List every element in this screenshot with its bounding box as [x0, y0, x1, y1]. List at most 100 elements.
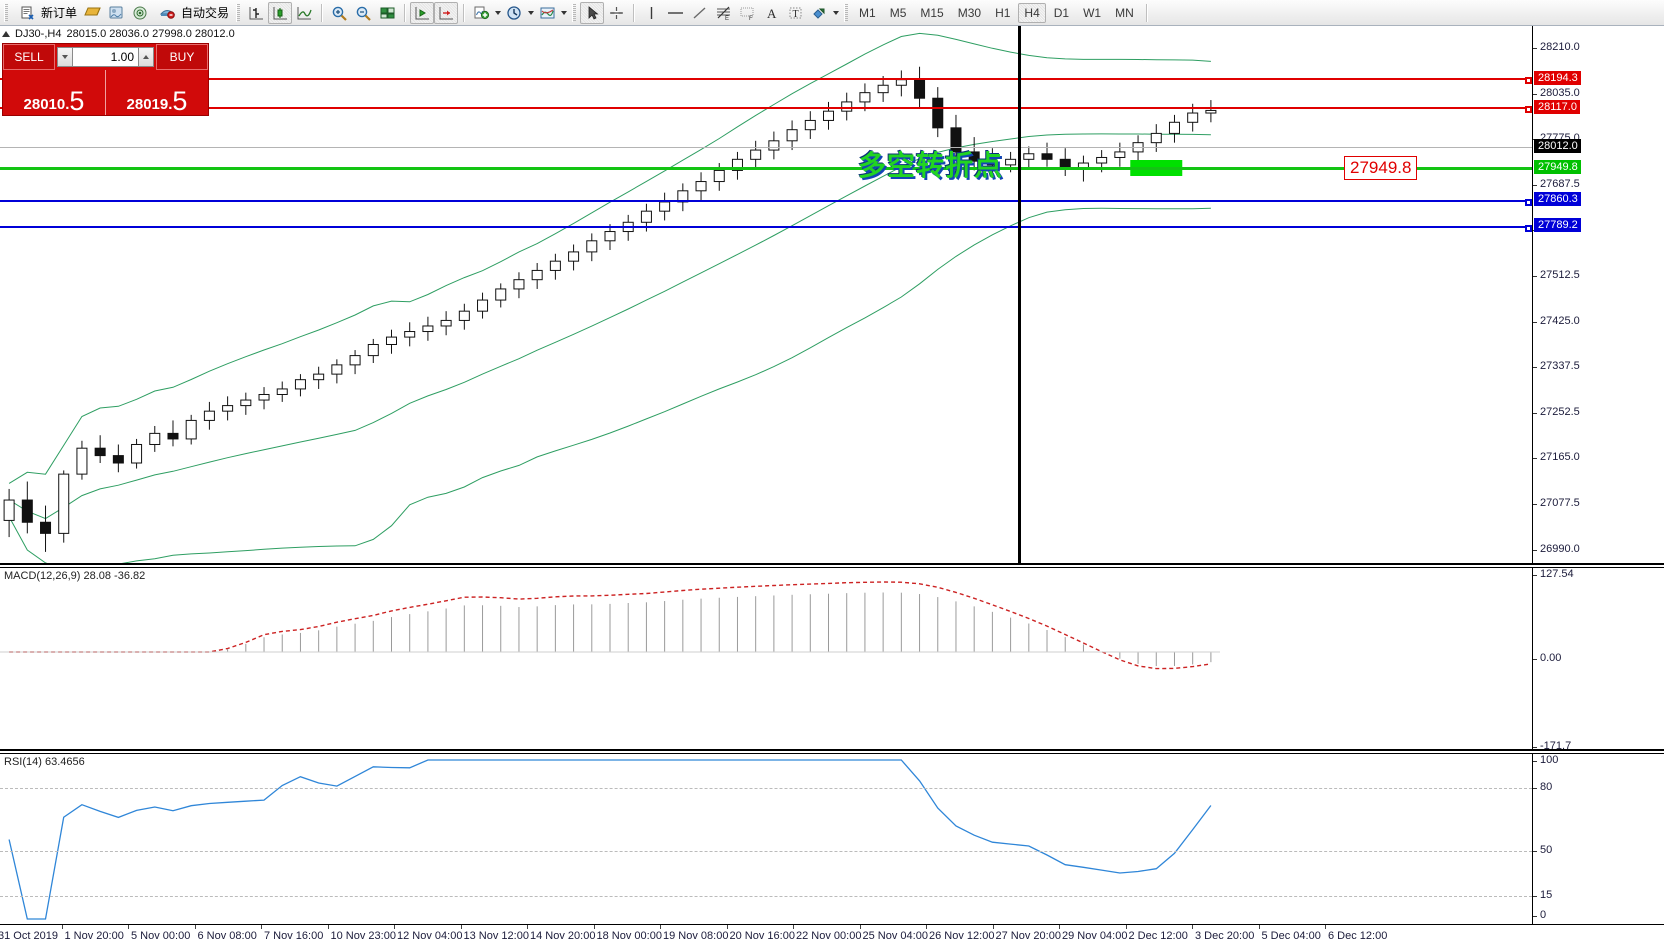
resistance-line-2[interactable]	[0, 106, 1532, 113]
pivot-line[interactable]	[0, 167, 1532, 170]
templates-icon[interactable]	[535, 2, 559, 24]
zoom-out-icon[interactable]	[351, 2, 375, 24]
timeframe-m15[interactable]: M15	[920, 5, 944, 20]
support-line-2[interactable]	[0, 225, 1532, 232]
new-order-button[interactable]: 新订单	[12, 1, 80, 25]
svg-text:E: E	[725, 16, 729, 21]
macd-pane[interactable]: MACD(12,26,9) 28.08 -36.82 127.54 0.00 -17…	[0, 567, 1664, 752]
period-icon[interactable]	[502, 2, 526, 24]
time-tick: 13 Nov 12:00	[463, 930, 529, 942]
support-tag[interactable]: 27789.2	[1534, 218, 1581, 232]
timeframe-w1[interactable]: W1	[1083, 5, 1102, 20]
volume-input[interactable]: 1.00	[73, 47, 138, 67]
terminal-icon[interactable]	[104, 2, 128, 24]
market-watch-icon[interactable]	[128, 2, 152, 24]
price-tick: 27687.5	[1533, 178, 1580, 190]
chart-annotation-text[interactable]: 多空转折点	[858, 150, 1004, 181]
macd-axis[interactable]: 127.54 0.00 -171.7	[1532, 568, 1664, 752]
volume-decrease-button[interactable]	[57, 47, 73, 67]
rsi-plot[interactable]	[0, 754, 1532, 924]
line-anchor[interactable]	[1525, 199, 1532, 206]
octp-header: SELL 1.00 BUY	[3, 44, 208, 70]
toolbar-grip[interactable]	[4, 3, 8, 22]
cursor-icon[interactable]	[580, 1, 605, 24]
support-tag[interactable]: 27860.3	[1534, 192, 1581, 206]
time-tick-mark	[1059, 925, 1060, 929]
price-pane[interactable]: 多空转折点 27949.8 28210.028035.027775.027687…	[0, 26, 1664, 563]
vertical-line-icon[interactable]	[639, 2, 663, 24]
price-tick: 27512.5	[1533, 269, 1580, 281]
line-anchor[interactable]	[1525, 106, 1532, 113]
time-tick-mark	[128, 925, 129, 929]
ask-price-integer: 28019	[126, 96, 169, 113]
svg-text:A: A	[767, 6, 777, 21]
bid-price[interactable]: 28010 . 5	[3, 70, 106, 115]
toolbar-separator-5	[1145, 3, 1147, 22]
indicators-icon[interactable]	[469, 2, 493, 24]
volume-stepper[interactable]: 1.00	[55, 44, 156, 70]
time-tick-mark	[327, 925, 329, 929]
sell-button[interactable]: SELL	[3, 44, 55, 70]
pane-divider-2[interactable]	[0, 749, 1664, 751]
timeframe-mn[interactable]: MN	[1115, 5, 1134, 20]
candlestick-chart-icon[interactable]	[268, 1, 293, 24]
trendline-icon[interactable]	[687, 2, 711, 24]
pane-divider-1[interactable]	[0, 563, 1664, 565]
resistance-line-1[interactable]	[0, 77, 1532, 84]
timeframe-h4[interactable]: H4	[1018, 2, 1046, 23]
chart-area[interactable]: 多空转折点 27949.8 28210.028035.027775.027687…	[0, 26, 1664, 950]
horizontal-line-icon[interactable]	[663, 2, 687, 24]
templates-chevron-down-icon[interactable]	[559, 2, 568, 24]
fibonacci-icon[interactable]: E	[711, 2, 735, 24]
volume-increase-button[interactable]	[138, 47, 154, 67]
toolbar-grip-4[interactable]	[844, 3, 849, 22]
crosshair-icon[interactable]	[604, 2, 628, 24]
toolbar-grip-2[interactable]	[236, 3, 241, 22]
indicators-chevron-down-icon[interactable]	[493, 2, 502, 24]
shapes-chevron-down-icon[interactable]	[831, 2, 840, 24]
timeframe-d1[interactable]: D1	[1053, 5, 1070, 20]
pivot-tag[interactable]: 27949.8	[1534, 160, 1581, 174]
autoscroll-icon[interactable]	[434, 1, 459, 24]
time-tick-mark	[61, 925, 63, 929]
period-chevron-down-icon[interactable]	[526, 2, 535, 24]
line-anchor[interactable]	[1525, 77, 1532, 84]
price-axis[interactable]: 28210.028035.027775.027687.527600.027512…	[1532, 26, 1664, 563]
profiles-icon[interactable]	[80, 2, 104, 24]
price-plot[interactable]: 多空转折点 27949.8	[0, 26, 1532, 563]
buy-button[interactable]: BUY	[156, 44, 208, 70]
timeframe-m1[interactable]: M1	[859, 5, 876, 20]
price-tick: 28035.0	[1533, 87, 1580, 99]
autotrade-button[interactable]: 自动交易	[152, 1, 232, 25]
timeframe-h1[interactable]: H1	[995, 5, 1011, 20]
collapse-triangle-icon[interactable]	[2, 31, 10, 37]
toolbar-grip-3[interactable]	[572, 3, 577, 22]
textlabel-icon[interactable]: T	[783, 2, 807, 24]
current-price-tag[interactable]: 28012.0	[1534, 139, 1581, 153]
line-anchor[interactable]	[1525, 225, 1532, 232]
text-icon[interactable]: A	[759, 2, 783, 24]
support-line-1[interactable]	[0, 199, 1532, 206]
line-chart-icon[interactable]	[292, 2, 316, 24]
vertical-marker-line[interactable]	[1018, 26, 1021, 563]
channel-icon[interactable]: F	[735, 2, 759, 24]
macd-plot[interactable]	[0, 568, 1532, 749]
bar-chart-icon[interactable]	[244, 2, 268, 24]
time-axis[interactable]: 31 Oct 2019 1 Nov 20:00 5 Nov 00:00 6 Nov 0…	[0, 924, 1664, 950]
one-click-trading-panel[interactable]: SELL 1.00 BUY 28010 . 5 28019	[2, 43, 209, 116]
macd-series-svg	[0, 581, 1220, 670]
time-tick: 1 Nov 20:00	[64, 930, 124, 942]
shift-chart-icon[interactable]	[410, 1, 435, 24]
rsi-pane[interactable]: RSI(14) 63.4656 100 80 50 15 0	[0, 753, 1664, 924]
rsi-axis[interactable]: 100 80 50 15 0	[1532, 754, 1664, 924]
ask-price[interactable]: 28019 . 5	[106, 70, 208, 115]
pivot-price-label[interactable]: 27949.8	[1344, 156, 1418, 180]
resistance-tag[interactable]: 28117.0	[1534, 100, 1580, 114]
bid-price-integer: 28010	[23, 96, 66, 113]
zoom-in-icon[interactable]	[327, 2, 351, 24]
timeframe-m5[interactable]: M5	[889, 5, 907, 20]
shapes-icon[interactable]	[807, 2, 831, 24]
resistance-tag[interactable]: 28194.3	[1534, 71, 1581, 85]
timeframe-m30[interactable]: M30	[957, 5, 982, 20]
tile-windows-icon[interactable]	[375, 2, 399, 24]
